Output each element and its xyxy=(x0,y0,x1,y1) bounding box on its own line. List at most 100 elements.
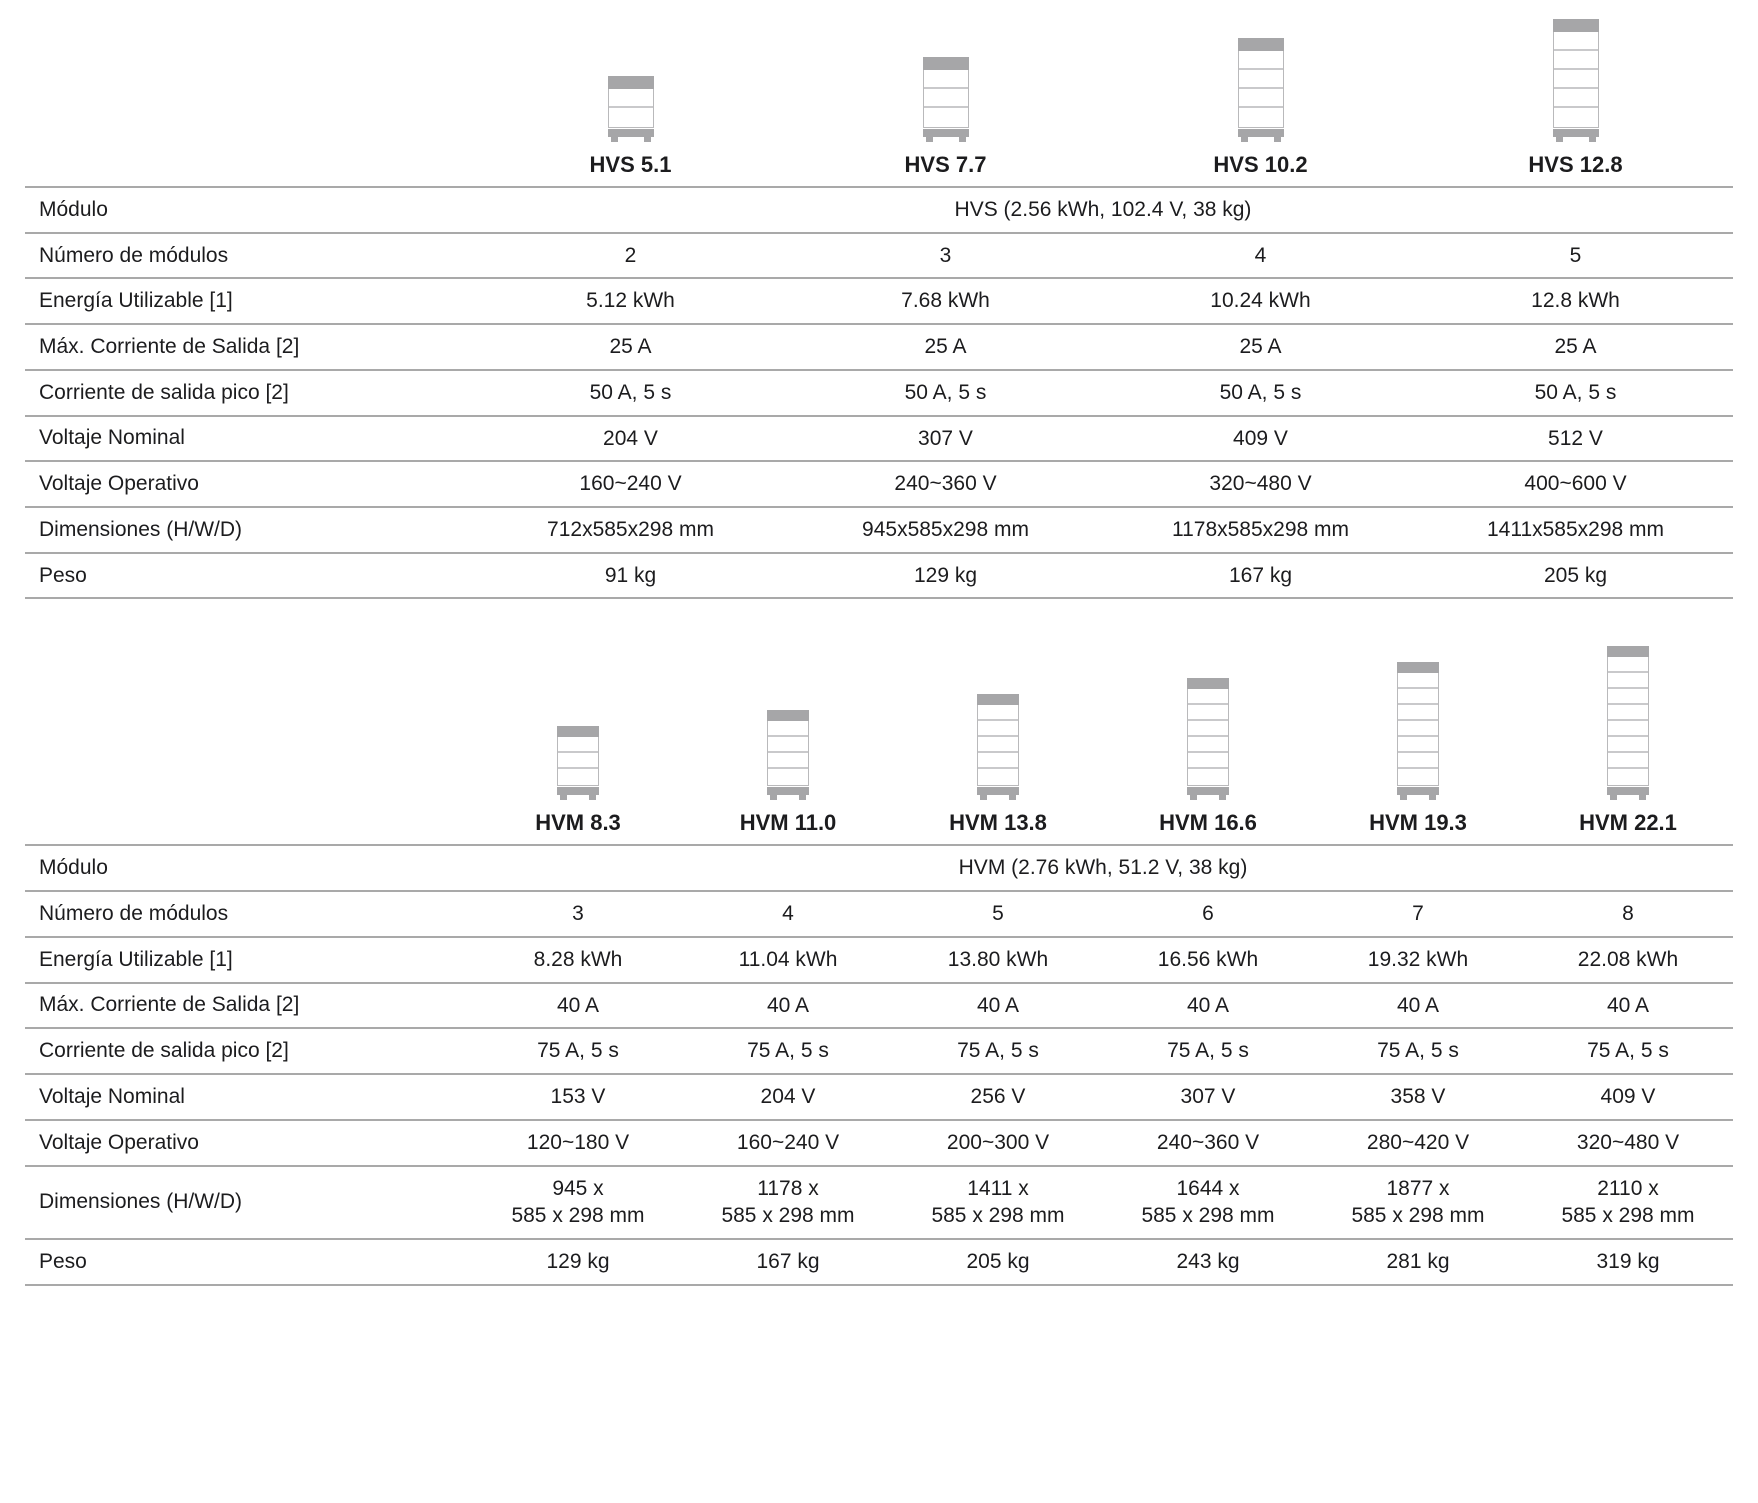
tower-module xyxy=(1398,769,1438,786)
tower-foot xyxy=(770,795,777,801)
row-label: Dimensiones (H/W/D) xyxy=(39,517,243,541)
tower-cap xyxy=(607,76,654,89)
tower-module xyxy=(558,769,598,786)
tower-module xyxy=(608,108,653,127)
tower-module xyxy=(1608,753,1648,770)
spec-value: 205 kg xyxy=(966,1249,1030,1273)
hvs-table-section: HVS 5.1 HVS 7.7 HVS 10.2 HVS 12.8 Módulo HVS … xyxy=(25,18,1733,600)
spec-value: 319 kg xyxy=(1596,1249,1660,1273)
tower-module xyxy=(1608,689,1648,706)
tower-module xyxy=(978,769,1018,786)
tower-module xyxy=(1238,70,1283,89)
spec-value: 243 kg xyxy=(1176,1249,1240,1273)
tower-foot xyxy=(1610,795,1617,801)
model-label: HVS 12.8 xyxy=(1528,152,1623,177)
spec-value: 167 kg xyxy=(1228,563,1293,587)
spec-value: 409 V xyxy=(1600,1085,1656,1109)
tower-module xyxy=(1238,108,1283,127)
tower-foot xyxy=(1555,137,1563,142)
row-label: Energía Utilizable [1] xyxy=(39,947,233,971)
tower-module xyxy=(768,737,808,754)
spec-value: 40 A xyxy=(976,993,1020,1017)
spec-value: 25 A xyxy=(1554,335,1597,359)
model-header-cell: HVM 16.6 xyxy=(1103,644,1313,844)
tower-foot xyxy=(643,137,651,142)
tower-module xyxy=(1553,108,1598,127)
spec-value: 75 A, 5 s xyxy=(747,1039,829,1063)
tower-module xyxy=(1398,673,1438,690)
tower-foot xyxy=(958,137,966,142)
tower-module xyxy=(1188,689,1228,706)
spec-value: 945 x 585 x 298 mm xyxy=(511,1176,645,1228)
table-header-row: HVM 8.3 HVM 11.0 HVM 13.8 HVM 16.6 HVM 19.3 H… xyxy=(25,644,1733,844)
spec-value: 160~240 V xyxy=(736,1130,840,1154)
spec-row: Voltaje Nominal 204 V 307 V 409 V 512 V xyxy=(25,414,1733,461)
tower-feet xyxy=(1190,795,1226,801)
model-header-cell: HVM 22.1 xyxy=(1523,644,1733,844)
tower-module xyxy=(1238,51,1283,70)
battery-tower-icon xyxy=(1397,662,1439,801)
row-label: Número de módulos xyxy=(39,243,229,267)
spec-value: 19.32 kWh xyxy=(1367,947,1469,971)
model-label: HVM 16.6 xyxy=(1159,810,1257,836)
model-header-cell: HVM 8.3 xyxy=(473,644,683,844)
battery-tower-icon xyxy=(1607,646,1649,801)
spec-row: Peso 129 kg 167 kg 205 kg 243 kg 281 kg 319 kg xyxy=(25,1237,1733,1284)
tower-cap xyxy=(977,694,1019,706)
spec-value: 281 kg xyxy=(1386,1249,1450,1273)
tower-feet xyxy=(1400,795,1436,801)
tower-base xyxy=(977,787,1019,796)
tower-body xyxy=(767,721,809,787)
model-header-cell: HVS 12.8 xyxy=(1418,18,1733,186)
spec-value: 40 A xyxy=(1396,993,1440,1017)
model-header-cell: HVM 19.3 xyxy=(1313,644,1523,844)
tower-feet xyxy=(610,137,651,142)
tower-body xyxy=(557,737,599,787)
module-spec-row: Módulo HVM (2.76 kWh, 51.2 V, 38 kg) xyxy=(25,844,1733,890)
row-label: Voltaje Nominal xyxy=(39,426,185,450)
row-label: Máx. Corriente de Salida [2] xyxy=(39,335,300,359)
model-header-cell: HVS 10.2 xyxy=(1103,18,1418,186)
tower-feet xyxy=(980,795,1016,801)
spec-value: 75 A, 5 s xyxy=(1587,1039,1669,1063)
tower-cap xyxy=(922,57,969,70)
tower-base xyxy=(1237,129,1284,137)
spec-row: Peso 91 kg 129 kg 167 kg 205 kg xyxy=(25,551,1733,598)
spec-value: 13.80 kWh xyxy=(947,947,1049,971)
tower-module xyxy=(1553,32,1598,51)
battery-tower-icon xyxy=(1187,678,1229,801)
tower-feet xyxy=(925,137,966,142)
tower-module xyxy=(1553,70,1598,89)
spec-value: 40 A xyxy=(1606,993,1650,1017)
spec-row: Número de módulos 3 4 5 6 7 8 xyxy=(25,890,1733,936)
tower-module xyxy=(1608,737,1648,754)
module-spec-row: Módulo HVS (2.56 kWh, 102.4 V, 38 kg) xyxy=(25,186,1733,232)
tower-body xyxy=(607,89,654,128)
tower-base xyxy=(1552,129,1599,137)
tower-cap xyxy=(1237,38,1284,51)
spec-value: 1877 x 585 x 298 mm xyxy=(1351,1176,1485,1228)
row-label: Número de módulos xyxy=(39,902,229,926)
row-label: Voltaje Operativo xyxy=(39,472,199,496)
model-label: HVS 10.2 xyxy=(1213,152,1308,177)
spec-value: 40 A xyxy=(766,993,810,1017)
battery-tower-icon xyxy=(1552,19,1599,142)
tower-body xyxy=(977,705,1019,787)
row-label: Peso xyxy=(39,563,87,587)
spec-value: 22.08 kWh xyxy=(1577,947,1679,971)
tower-foot xyxy=(1639,795,1646,801)
spec-row: Energía Utilizable [1] 8.28 kWh 11.04 kWh 1… xyxy=(25,935,1733,982)
spec-value: 204 V xyxy=(603,426,658,450)
tower-base xyxy=(1397,787,1439,796)
tower-foot xyxy=(610,137,618,142)
row-label: Energía Utilizable [1] xyxy=(39,289,233,313)
row-label: Corriente de salida pico [2] xyxy=(39,380,289,404)
tower-foot xyxy=(1429,795,1436,801)
spec-value: 1411x585x298 mm xyxy=(1486,518,1665,542)
tower-body xyxy=(1187,689,1229,787)
spec-value: 1178x585x298 mm xyxy=(1171,518,1350,542)
tower-feet xyxy=(1240,137,1281,142)
battery-tower-icon xyxy=(607,76,654,142)
tower-base xyxy=(767,787,809,796)
tower-body xyxy=(1552,32,1599,128)
